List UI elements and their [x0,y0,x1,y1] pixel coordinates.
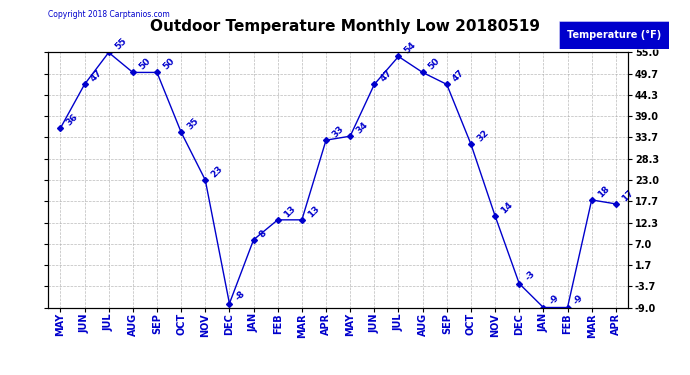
Text: Outdoor Temperature Monthly Low 20180519: Outdoor Temperature Monthly Low 20180519 [150,19,540,34]
Text: 13: 13 [306,204,322,219]
Text: 47: 47 [89,68,104,84]
Text: 14: 14 [500,200,515,215]
Text: Copyright 2018 Carptanios.com: Copyright 2018 Carptanios.com [48,10,170,20]
Text: Temperature (°F): Temperature (°F) [567,30,661,40]
Text: 47: 47 [379,68,394,84]
Text: -9: -9 [572,293,585,307]
Text: 33: 33 [331,124,346,140]
Text: 50: 50 [161,57,176,72]
Text: 50: 50 [427,57,442,72]
Text: 18: 18 [596,184,611,199]
Text: 17: 17 [620,188,635,203]
Text: -8: -8 [234,289,247,303]
Text: 23: 23 [210,164,225,179]
Text: 35: 35 [186,116,201,131]
Text: 54: 54 [403,40,418,56]
Text: 32: 32 [475,128,491,143]
Text: 50: 50 [137,57,152,72]
Text: 55: 55 [113,36,128,52]
Text: -9: -9 [548,293,561,307]
Text: 13: 13 [282,204,297,219]
Text: -3: -3 [524,269,537,283]
Text: 8: 8 [258,228,268,239]
Text: 47: 47 [451,68,466,84]
Text: 34: 34 [355,120,370,135]
Text: 36: 36 [65,112,80,128]
